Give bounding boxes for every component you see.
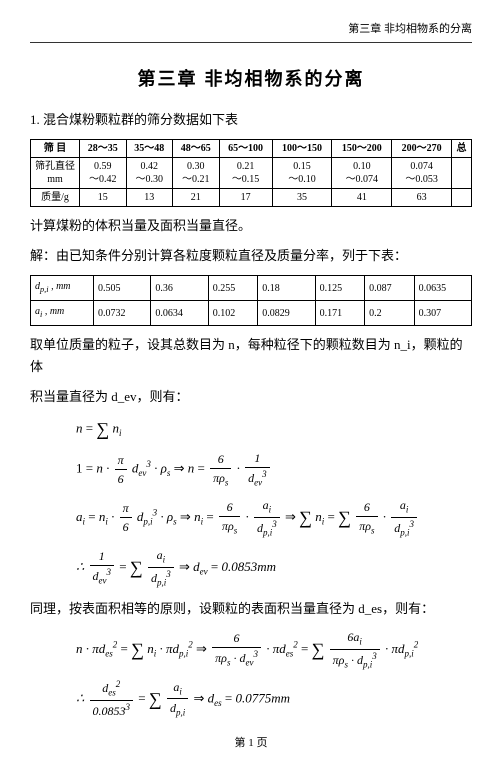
problem-intro: 1. 混合煤粉颗粒群的筛分数据如下表 <box>30 109 472 131</box>
table-header: 48～65 <box>173 140 220 158</box>
table-cell: 17 <box>219 189 272 207</box>
running-head: 第三章 非均相物系的分离 <box>30 20 472 38</box>
table-cell: 13 <box>126 189 173 207</box>
table-header: 65～100 <box>219 140 272 158</box>
table-cell: 0.125 <box>315 276 365 301</box>
table-cell: 0.255 <box>208 276 258 301</box>
solution-intro: 解：由已知条件分别计算各粒度颗粒直径及质量分率，列于下表： <box>30 245 472 267</box>
table-header: 35～48 <box>126 140 173 158</box>
table-cell: 0.0732 <box>94 301 151 326</box>
assumption-text-b: 积当量直径为 d_ev，则有： <box>30 386 472 408</box>
table-cell: 0.307 <box>414 301 471 326</box>
table-cell: 0.171 <box>315 301 365 326</box>
surface-area-text: 同理，按表面积相等的原则，设颗粒的表面积当量直径为 d_es，则有： <box>30 598 472 620</box>
task-statement: 计算煤粉的体积当量及面积当量直径。 <box>30 215 472 237</box>
table-cell <box>451 189 471 207</box>
formula-des-result: ∴ des20.08533 = ∑ aidp,i ⇒ des = 0.0775m… <box>76 678 472 721</box>
table-cell: 0.102 <box>208 301 258 326</box>
assumption-text-a: 取单位质量的粒子，设其总数目为 n，每种粒径下的颗粒数目为 n_i，颗粒的体 <box>30 334 472 378</box>
table-cell: 0.59～0.42 <box>80 158 127 189</box>
page-footer: 第 1 页 <box>30 734 472 750</box>
des-value: 0.0775mm <box>235 690 290 705</box>
table-cell <box>451 158 471 189</box>
table-header: 28～35 <box>80 140 127 158</box>
row-label: ai , mm <box>31 301 94 326</box>
table-cell: 0.0829 <box>258 301 315 326</box>
table-cell: 0.2 <box>365 301 415 326</box>
formula-ai: ai = ni · π6 dp,i3 · ρs ⇒ ni = 6πρs · ai… <box>76 496 472 540</box>
table-cell: 0.30～0.21 <box>173 158 220 189</box>
top-rule <box>30 42 472 43</box>
formula-surface: n · πdes2 = ∑ ni · πdp,i2 ⇒ 6πρs · dev3 … <box>76 628 472 672</box>
table-cell: 0.36 <box>151 276 208 301</box>
computed-table: dp,i , mm0.5050.360.2550.180.1250.0870.0… <box>30 275 472 326</box>
table-cell: 0.15～0.10 <box>272 158 332 189</box>
formula-unit-mass: 1 = n · π6 dev3 · ρs ⇒ n = 6πρs · 1dev3 <box>76 449 472 490</box>
table-cell: 21 <box>173 189 220 207</box>
table-header: 150～200 <box>332 140 392 158</box>
table-header: 100～150 <box>272 140 332 158</box>
table-cell: 35 <box>272 189 332 207</box>
table-cell: 0.0635 <box>414 276 471 301</box>
row-label: 质量/g <box>31 189 80 207</box>
row-label: dp,i , mm <box>31 276 94 301</box>
row-label: 筛孔直径mm <box>31 158 80 189</box>
table-cell: 0.18 <box>258 276 315 301</box>
formula-n-sum: n = ∑ ni <box>76 416 472 443</box>
table-cell: 0.10～0.074 <box>332 158 392 189</box>
table-cell: 15 <box>80 189 127 207</box>
table-cell: 41 <box>332 189 392 207</box>
table-cell: 0.074～0.053 <box>392 158 452 189</box>
dev-value: 0.0853mm <box>221 559 276 574</box>
table-cell: 0.42～0.30 <box>126 158 173 189</box>
table-cell: 0.21～0.15 <box>219 158 272 189</box>
table-header: 筛 目 <box>31 140 80 158</box>
formula-dev-result: ∴ 1dev3 = ∑ aidp,i3 ⇒ dev = 0.0853mm <box>76 546 472 590</box>
table-cell: 0.505 <box>94 276 151 301</box>
sieve-data-table: 筛 目28～3535～4848～6565～100100～150150～20020… <box>30 139 472 207</box>
table-cell: 0.0634 <box>151 301 208 326</box>
chapter-title: 第三章 非均相物系的分离 <box>30 65 472 91</box>
table-header: 总 <box>451 140 471 158</box>
table-cell: 0.087 <box>365 276 415 301</box>
table-header: 200～270 <box>392 140 452 158</box>
table-cell: 63 <box>392 189 452 207</box>
